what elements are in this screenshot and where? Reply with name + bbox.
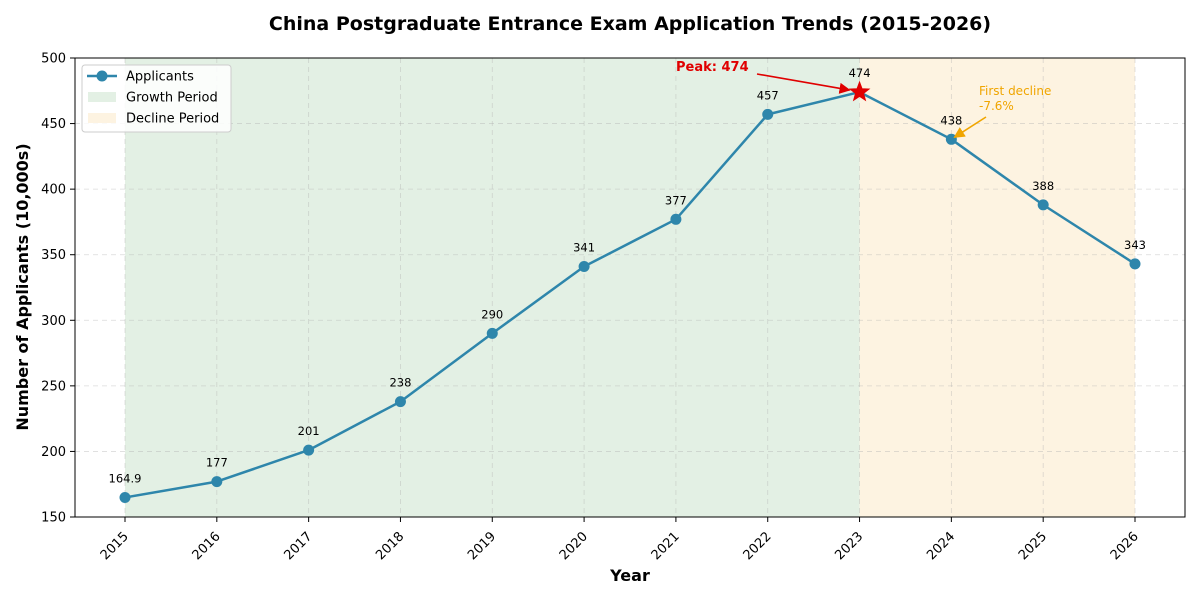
data-point-marker — [578, 261, 590, 273]
decline-annotation: -7.6% — [979, 99, 1014, 113]
x-tick-label: 2024 — [924, 529, 958, 563]
x-axis-label: Year — [609, 566, 650, 585]
y-tick-label: 300 — [41, 314, 66, 329]
data-label: 164.9 — [109, 471, 142, 485]
data-label: 343 — [1124, 238, 1146, 252]
peak-annotation: Peak: 474 — [676, 60, 749, 75]
y-tick-label: 250 — [41, 379, 66, 394]
data-labels: 164.9 177 201 238 290 341 377 457 474 438 388 343 — [109, 66, 1146, 485]
y-tick-label: 200 — [41, 445, 66, 460]
data-point-marker — [1037, 199, 1049, 211]
legend: Applicants Growth Period Decline Period — [81, 64, 232, 133]
data-label: 474 — [849, 66, 871, 80]
legend-patch-swatch — [88, 113, 116, 123]
peak-star-icon — [848, 80, 871, 102]
data-label: 290 — [481, 307, 503, 321]
x-tick-label: 2021 — [649, 529, 683, 563]
data-point-marker — [394, 396, 406, 408]
legend-label: Decline Period — [126, 112, 219, 127]
data-point-marker — [670, 213, 682, 225]
x-tick-label: 2015 — [98, 529, 132, 563]
data-label: 438 — [940, 113, 962, 127]
x-tick-label: 2025 — [1016, 529, 1050, 563]
data-label: 388 — [1032, 179, 1054, 193]
x-axis-ticks: 2015 2016 2017 2018 2019 2020 2021 2022 2023 2024… — [98, 517, 1142, 563]
series-applicants — [119, 90, 1141, 503]
x-tick-label: 2020 — [557, 529, 591, 563]
region-growth-period — [125, 58, 860, 517]
legend-label: Applicants — [126, 70, 194, 85]
data-label: 377 — [665, 193, 687, 207]
legend-marker-swatch — [96, 70, 108, 82]
y-tick-label: 450 — [41, 117, 66, 132]
data-label: 341 — [573, 241, 595, 255]
legend-box — [81, 64, 232, 133]
x-tick-label: 2022 — [741, 529, 775, 563]
x-tick-label: 2019 — [465, 529, 499, 563]
plot-frame — [74, 57, 1186, 518]
series-line — [124, 90, 1136, 499]
legend-patch-swatch — [88, 92, 116, 102]
data-point-marker — [762, 108, 774, 120]
decline-arrow — [953, 116, 987, 138]
data-point-marker — [486, 327, 498, 339]
region-decline-period — [859, 58, 1135, 517]
legend-label: Growth Period — [126, 91, 218, 106]
x-tick-label: 2016 — [190, 529, 224, 563]
y-axis-ticks: 150 200 250 300 350 400 450 500 — [41, 52, 75, 526]
data-label: 201 — [298, 424, 320, 438]
y-tick-label: 500 — [41, 52, 66, 67]
decline-annotation: First decline — [979, 84, 1051, 98]
data-label: 457 — [757, 88, 779, 102]
data-point-marker — [303, 444, 315, 456]
annotations: Peak: 474 First decline-7.6% — [676, 60, 1051, 138]
x-tick-label: 2026 — [1108, 529, 1142, 563]
y-axis-label: Number of Applicants (10,000s) — [13, 143, 32, 430]
data-point-marker — [211, 476, 223, 488]
data-point-marker — [945, 133, 957, 145]
data-label: 177 — [206, 456, 228, 470]
x-tick-label: 2018 — [373, 529, 407, 563]
peak-arrow — [756, 73, 851, 94]
data-point-marker — [119, 491, 131, 503]
x-tick-label: 2023 — [832, 529, 866, 563]
shaded-regions — [125, 58, 1135, 517]
x-tick-label: 2017 — [281, 529, 315, 563]
data-label: 238 — [389, 376, 411, 390]
y-tick-label: 350 — [41, 248, 66, 263]
chart-title: China Postgraduate Entrance Exam Applica… — [269, 13, 991, 35]
data-point-marker — [1129, 258, 1141, 270]
y-tick-label: 150 — [41, 511, 66, 526]
y-tick-label: 400 — [41, 183, 66, 198]
